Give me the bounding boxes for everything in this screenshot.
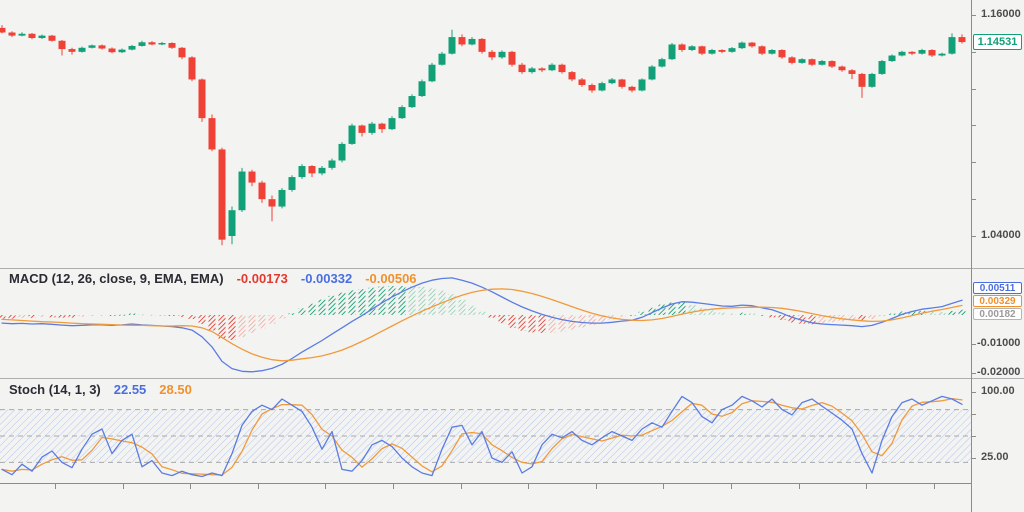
time-axis-scale[interactable] (0, 484, 971, 512)
macd-axis-label-1: -0.01000 (977, 337, 1021, 349)
stoch-k-value: 22.55 (113, 382, 147, 397)
price-axis-label-high: 1.16000 (981, 8, 1021, 20)
price-axis-label-low: 1.04000 (981, 229, 1021, 241)
price-axis-scale[interactable] (971, 0, 1024, 512)
stoch-band (0, 409, 971, 463)
macd-lines (1, 277, 963, 373)
stoch-legend-title[interactable]: Stoch (14, 1, 3) (9, 382, 101, 397)
macd-legend: MACD (12, 26, close, 9, EMA, EMA) -0.001… (9, 271, 417, 286)
stoch-legend: Stoch (14, 1, 3) 22.55 28.50 (9, 382, 192, 397)
macd-signal-badge: 0.00329 (973, 295, 1022, 307)
stoch-axis-label-100: 100.00 (981, 385, 1015, 397)
macd-legend-title[interactable]: MACD (12, 26, close, 9, EMA, EMA) (9, 271, 224, 286)
macd-histogram (0, 286, 966, 340)
pane-price[interactable] (0, 0, 971, 268)
stoch-axis-label-25: 25.00 (981, 451, 1009, 463)
macd-line-value: -0.00332 (300, 271, 353, 286)
macd-histogram-value: -0.00173 (236, 271, 288, 286)
macd-line-badge: 0.00511 (973, 282, 1022, 294)
stoch-lines (1, 395, 963, 478)
macd-axis-label-2: -0.02000 (977, 366, 1021, 378)
macd-histogram-badge: 0.00182 (973, 308, 1022, 320)
macd-signal-value: -0.00506 (365, 271, 417, 286)
last-price-badge: 1.14531 (973, 34, 1022, 50)
stoch-d-value: 28.50 (159, 382, 192, 397)
candlestick-series (0, 25, 966, 246)
